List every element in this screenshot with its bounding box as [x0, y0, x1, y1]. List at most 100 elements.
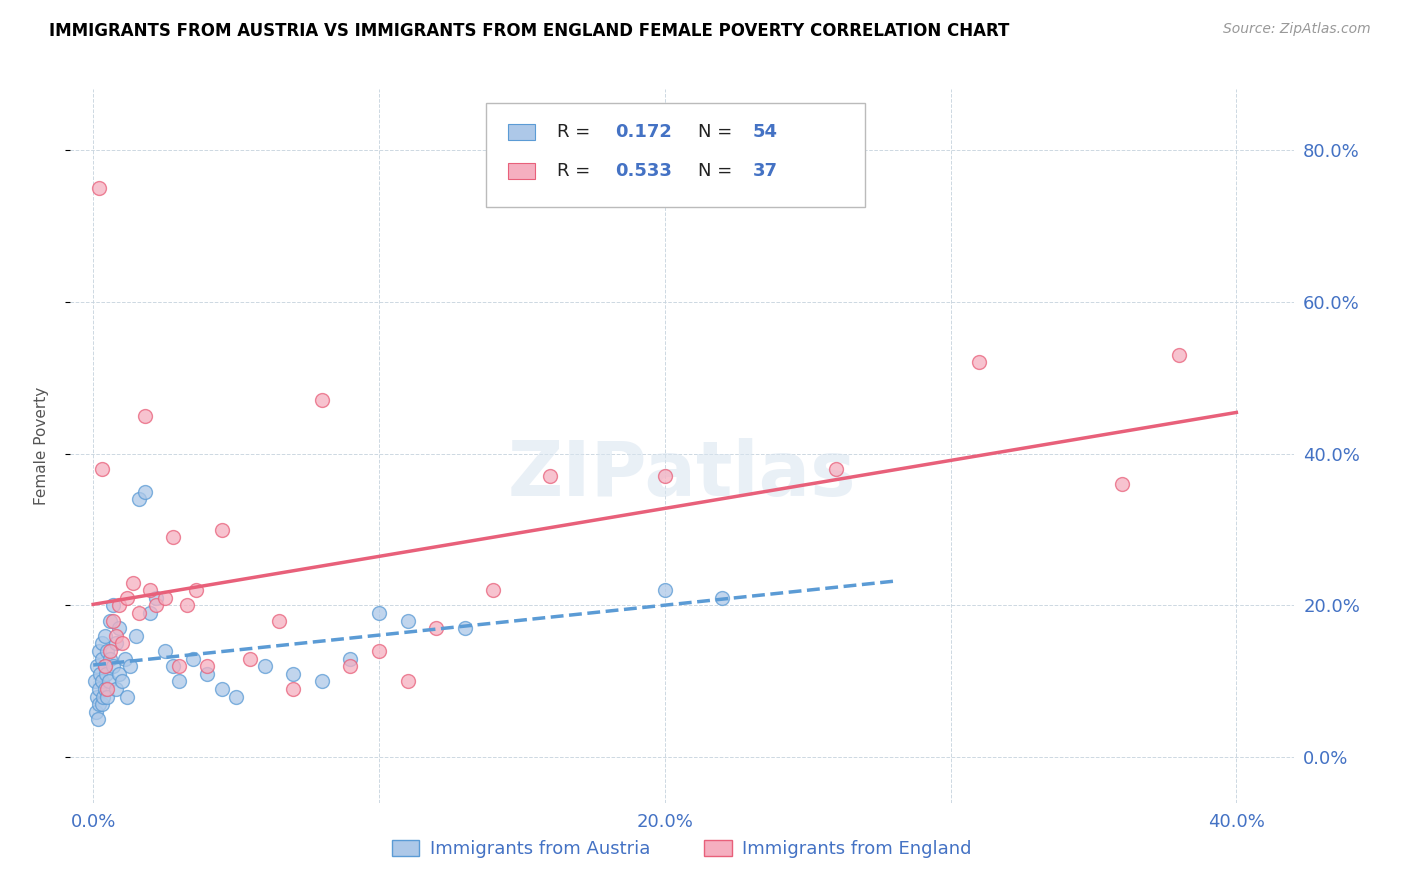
FancyBboxPatch shape — [486, 103, 866, 207]
Point — [368, 606, 391, 620]
Point — [93, 659, 115, 673]
Point — [108, 599, 131, 613]
Point — [239, 651, 262, 665]
Point — [101, 614, 124, 628]
Text: ZIPatlas: ZIPatlas — [508, 438, 856, 511]
Text: 0.533: 0.533 — [614, 162, 672, 180]
Point — [105, 681, 128, 696]
Point — [339, 651, 361, 665]
Point — [96, 690, 118, 704]
Point — [134, 409, 156, 423]
Point — [311, 674, 333, 689]
FancyBboxPatch shape — [508, 163, 536, 179]
Point — [162, 530, 184, 544]
Text: IMMIGRANTS FROM AUSTRIA VS IMMIGRANTS FROM ENGLAND FEMALE POVERTY CORRELATION CH: IMMIGRANTS FROM AUSTRIA VS IMMIGRANTS FR… — [49, 22, 1010, 40]
Point — [89, 666, 111, 681]
Point — [211, 681, 233, 696]
Point — [134, 484, 156, 499]
Point — [117, 591, 139, 605]
Point — [87, 681, 110, 696]
Text: R =: R = — [557, 162, 596, 180]
Point — [125, 629, 148, 643]
Point — [90, 674, 112, 689]
Point — [538, 469, 561, 483]
Point — [122, 575, 145, 590]
Legend: Immigrants from Austria, Immigrants from England: Immigrants from Austria, Immigrants from… — [385, 832, 979, 865]
Point — [225, 690, 247, 704]
Text: N =: N = — [697, 123, 738, 141]
Point — [105, 636, 128, 650]
Point — [253, 659, 276, 673]
Point — [86, 690, 108, 704]
Point — [93, 659, 115, 673]
Point — [84, 674, 107, 689]
Point — [105, 629, 128, 643]
Point — [167, 674, 190, 689]
Point — [482, 583, 505, 598]
Point — [90, 697, 112, 711]
Text: 37: 37 — [752, 162, 778, 180]
Point — [139, 606, 162, 620]
Text: 54: 54 — [752, 123, 778, 141]
Point — [84, 705, 107, 719]
Point — [162, 659, 184, 673]
Point — [108, 621, 131, 635]
Y-axis label: Female Poverty: Female Poverty — [35, 387, 49, 505]
Point — [98, 614, 121, 628]
Point — [139, 583, 162, 598]
Point — [94, 629, 117, 643]
Point — [89, 697, 111, 711]
Point — [283, 666, 305, 681]
Point — [145, 591, 167, 605]
Point — [96, 644, 118, 658]
Point — [339, 659, 361, 673]
Point — [128, 492, 150, 507]
Point — [211, 523, 233, 537]
Point — [128, 606, 150, 620]
Point — [90, 462, 112, 476]
Point — [101, 659, 124, 673]
Point — [181, 651, 204, 665]
Point — [396, 614, 419, 628]
Text: N =: N = — [697, 162, 738, 180]
Point — [117, 690, 139, 704]
FancyBboxPatch shape — [508, 124, 536, 140]
Point — [96, 681, 118, 696]
Text: 0.172: 0.172 — [614, 123, 672, 141]
Point — [267, 614, 290, 628]
Point — [94, 666, 117, 681]
Point — [91, 690, 114, 704]
Point — [87, 644, 110, 658]
Point — [87, 181, 110, 195]
Point — [153, 591, 176, 605]
Point — [86, 659, 108, 673]
Point — [87, 712, 110, 726]
Point — [176, 599, 198, 613]
Point — [111, 674, 134, 689]
Point — [283, 681, 305, 696]
Point — [184, 583, 207, 598]
Point — [967, 355, 990, 369]
Point — [167, 659, 190, 673]
Point — [153, 644, 176, 658]
Point — [710, 591, 733, 605]
Point — [425, 621, 447, 635]
Point — [197, 666, 219, 681]
Point — [108, 666, 131, 681]
Point — [120, 659, 142, 673]
Point — [98, 644, 121, 658]
Point — [654, 583, 676, 598]
Point — [145, 599, 167, 613]
Point — [90, 651, 112, 665]
Point — [111, 636, 134, 650]
Text: Source: ZipAtlas.com: Source: ZipAtlas.com — [1223, 22, 1371, 37]
Point — [825, 462, 848, 476]
Point — [1111, 477, 1133, 491]
Point — [101, 599, 124, 613]
Point — [454, 621, 477, 635]
Point — [368, 644, 391, 658]
Point — [396, 674, 419, 689]
Point — [91, 636, 114, 650]
Point — [311, 393, 333, 408]
Point — [197, 659, 219, 673]
